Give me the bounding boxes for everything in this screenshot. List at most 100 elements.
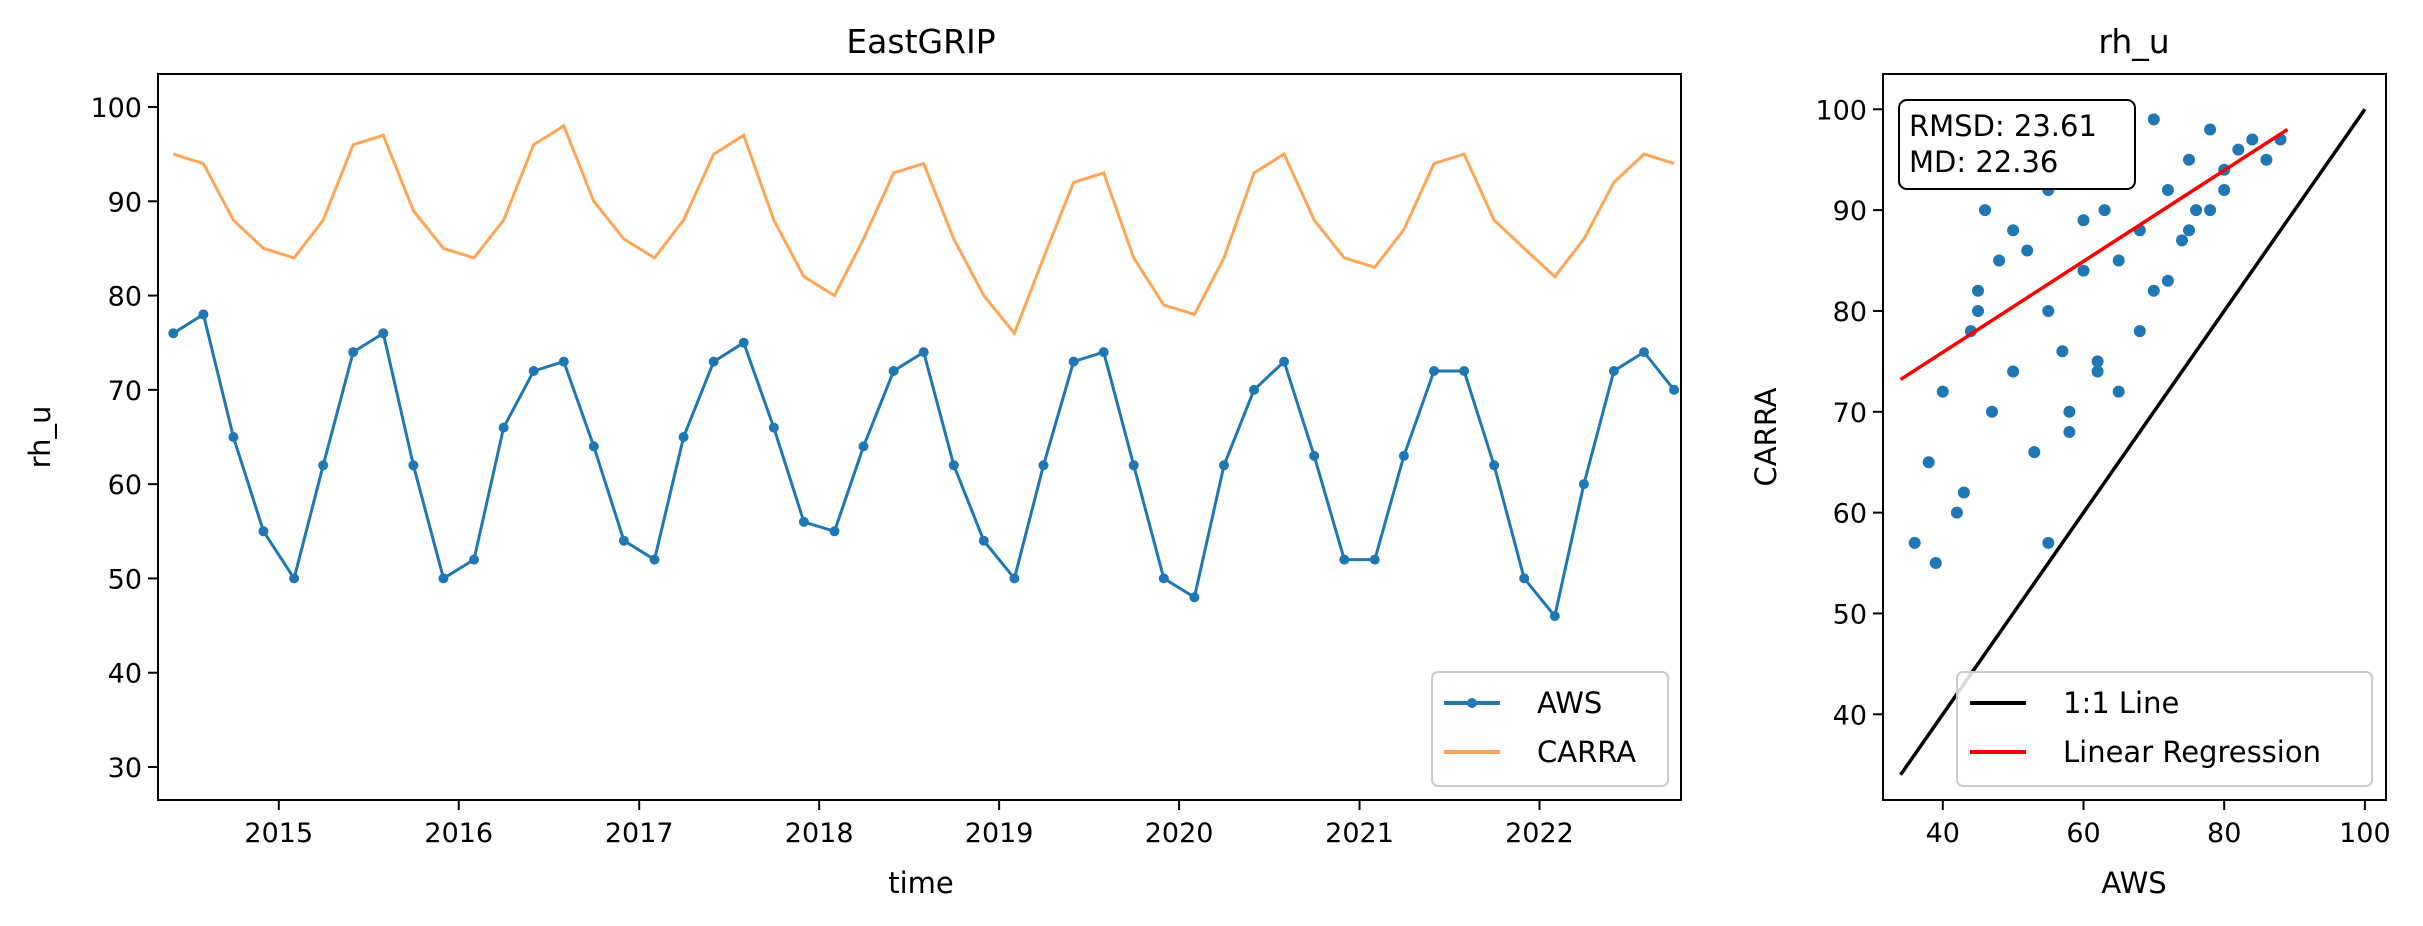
x-tick-label: 2020	[1145, 818, 1214, 849]
right-legend-box	[1956, 671, 2373, 787]
scatter-point	[2183, 224, 2195, 237]
timeseries-plot-area	[168, 123, 1680, 622]
aws-point	[1068, 356, 1079, 367]
aws-point	[858, 441, 869, 452]
aws-point	[738, 337, 749, 348]
aws-point	[1279, 356, 1290, 367]
aws-point	[1639, 347, 1649, 358]
scatter-point	[1957, 486, 1970, 499]
y-tick-label: 40	[1833, 700, 1867, 731]
aws-point	[348, 347, 359, 358]
aws-point	[708, 356, 719, 367]
aws-point	[1459, 366, 1470, 376]
aws-point	[378, 328, 389, 339]
scatter-point	[2147, 113, 2160, 126]
y-tick-label: 50	[1833, 599, 1867, 630]
left-y-ticks: 30 40 50 60 70 80 90 100	[90, 93, 158, 784]
scatter-point	[2042, 305, 2055, 317]
scatter-point	[2246, 133, 2259, 146]
aws-point	[649, 554, 660, 565]
right-x-axis-label: AWS	[2101, 866, 2166, 900]
scatter-point	[1929, 557, 1942, 569]
x-tick-label: 40	[1926, 818, 1960, 849]
scatter-point	[2133, 325, 2146, 338]
aws-point	[438, 573, 449, 584]
y-tick-label: 30	[108, 753, 142, 784]
y-tick-label: 70	[1833, 398, 1867, 429]
scatter-point	[2091, 365, 2104, 378]
scatter-point	[2232, 143, 2245, 156]
scatter-point	[2091, 355, 2104, 368]
x-tick-label: 2022	[1505, 818, 1574, 849]
y-tick-label: 40	[108, 659, 142, 690]
aws-point	[768, 422, 779, 433]
series-line-aws	[172, 312, 1676, 620]
aws-point	[1219, 460, 1229, 471]
scatter-point	[1993, 254, 2006, 267]
right-chart-title: rh_u	[2098, 22, 2169, 61]
y-tick-label: 80	[108, 282, 142, 313]
scatter-point	[2147, 284, 2160, 297]
scatter-point	[1972, 305, 1984, 317]
x-tick-label: 2021	[1325, 818, 1394, 849]
scatter-point	[2112, 385, 2125, 398]
scatter-point	[2056, 345, 2069, 358]
right-axes-frame	[1882, 73, 2387, 801]
scatter-point	[2063, 405, 2076, 418]
scatter-plot-area	[1899, 108, 2367, 776]
aws-point	[618, 535, 629, 546]
scatter-point	[2161, 274, 2174, 287]
aws-point	[1549, 611, 1560, 622]
scatter-point	[2098, 204, 2111, 217]
aws-point	[1128, 460, 1139, 471]
y-tick-label: 60	[1833, 499, 1867, 530]
scatter-point	[2183, 153, 2195, 166]
scatter-point	[2021, 244, 2034, 257]
y-tick-label: 100	[90, 93, 142, 124]
aws-point	[918, 347, 929, 358]
stats-box: RMSD: 23.61 MD: 22.36	[1898, 99, 2136, 190]
aws-point	[588, 441, 599, 452]
stat-rmsd: RMSD: 23.61	[1909, 109, 2097, 143]
scatter-point	[2204, 204, 2217, 217]
aws-point	[228, 432, 239, 442]
aws-point	[678, 432, 689, 442]
aws-point	[1339, 554, 1350, 565]
aws-point	[1429, 366, 1439, 376]
scatter-point	[2190, 204, 2203, 217]
aws-point	[1309, 450, 1320, 461]
x-tick-label: 100	[2339, 818, 2391, 849]
scatter-point	[1986, 405, 1998, 418]
left-y-axis-label: rh_u	[23, 406, 57, 469]
aws-point	[1369, 554, 1380, 565]
y-tick-label: 80	[1833, 297, 1867, 328]
right-legend: 1:1 Line Linear Regression	[1956, 671, 2373, 787]
stat-md: MD: 22.36	[1909, 145, 2058, 179]
one-to-one-line	[1899, 108, 2367, 776]
scatter-point	[2077, 214, 2090, 227]
left-legend: AWS CARRA	[1431, 671, 1669, 787]
x-tick-label: 60	[2066, 818, 2100, 849]
aws-point	[318, 460, 329, 471]
scatter-point	[2063, 426, 2076, 438]
scatter-point	[2028, 446, 2041, 459]
legend-aws-label: AWS	[1537, 686, 1602, 720]
aws-point	[798, 516, 809, 527]
scatter-panel: rh_u 40 60 80 100 40 50 60 70 80 90 100 AWS CARRA…	[1749, 22, 2391, 900]
y-tick-label: 70	[108, 376, 142, 407]
scatter-point	[2077, 264, 2090, 277]
legend-carra-label: CARRA	[1537, 735, 1636, 769]
aws-point	[1669, 384, 1680, 395]
aws-point	[258, 526, 269, 537]
left-legend-box	[1431, 671, 1669, 787]
aws-point	[528, 366, 539, 376]
left-axes-frame	[157, 73, 1682, 801]
aws-point	[498, 422, 509, 433]
aws-point	[1158, 573, 1169, 584]
scatter-point	[1979, 204, 1991, 217]
aws-point	[1189, 592, 1200, 603]
aws-point	[1098, 347, 1109, 358]
x-tick-label: 2016	[424, 818, 493, 849]
stats-box-frame	[1898, 99, 2136, 190]
